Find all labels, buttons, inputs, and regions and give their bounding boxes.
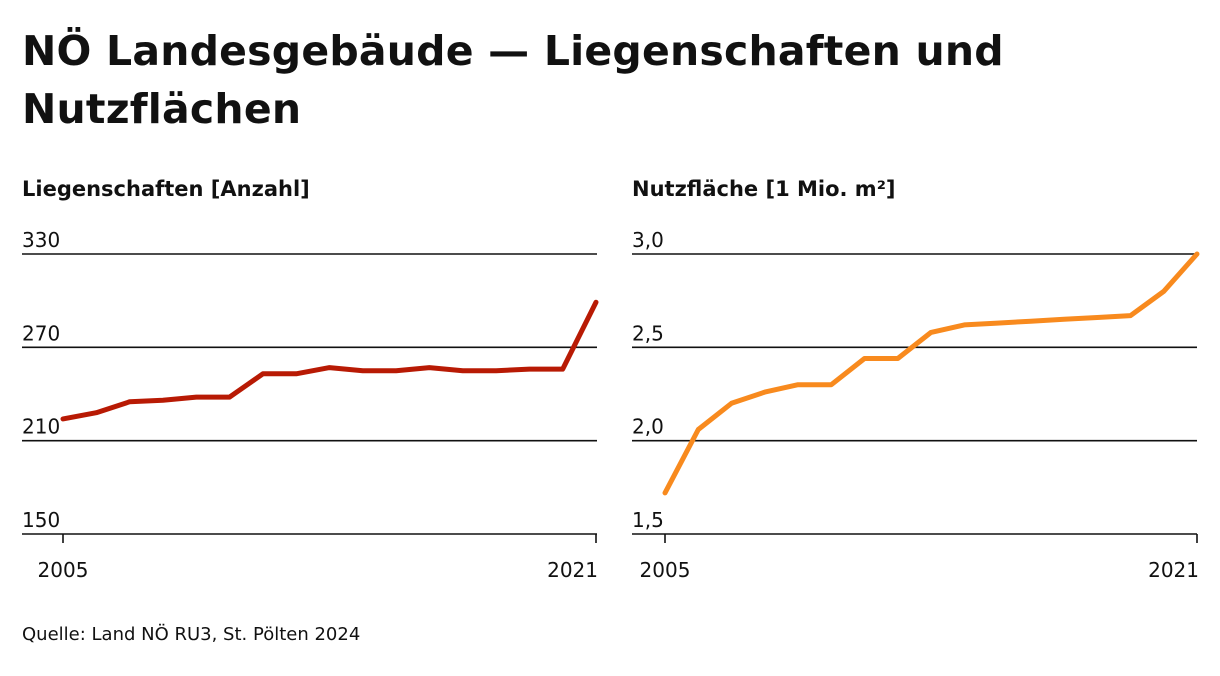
y-tick-label: 2,5 <box>632 321 664 345</box>
chart-title-nutzflaeche: Nutzfläche [1 Mio. m²] <box>632 177 896 201</box>
chart-panel-liegenschaften: Liegenschaften [Anzahl] 330 270 210 150 2005… <box>0 175 599 595</box>
y-tick-label: 2,0 <box>632 415 664 439</box>
chart-liegenschaften: 330 270 210 150 2005 2021 <box>22 228 599 582</box>
y-tick-label: 330 <box>22 228 60 252</box>
y-tick-label: 270 <box>22 321 60 345</box>
x-tick-label: 2021 <box>547 558 598 582</box>
chart-title-liegenschaften: Liegenschaften [Anzahl] <box>22 177 310 201</box>
series-line <box>662 251 1200 496</box>
chart-nutzflaeche: 3,0 2,5 2,0 1,5 2005 2021 <box>632 228 1200 582</box>
series-line <box>60 299 599 422</box>
x-tick-label: 2005 <box>38 558 89 582</box>
page-title: NÖ Landesgebäude — Liegenschaften und Nu… <box>22 27 1004 133</box>
y-tick-label: 210 <box>22 415 60 439</box>
chart-panel-nutzflaeche: Nutzfläche [1 Mio. m²] 3,0 2,5 2,0 1,5 2005 2… <box>610 175 1200 595</box>
x-tick-label: 2021 <box>1148 558 1199 582</box>
y-tick-label: 1,5 <box>632 508 664 532</box>
y-tick-label: 150 <box>22 508 60 532</box>
source-note: Quelle: Land NÖ RU3, St. Pölten 2024 <box>22 624 361 645</box>
y-tick-label: 3,0 <box>632 228 664 252</box>
x-tick-label: 2005 <box>640 558 691 582</box>
